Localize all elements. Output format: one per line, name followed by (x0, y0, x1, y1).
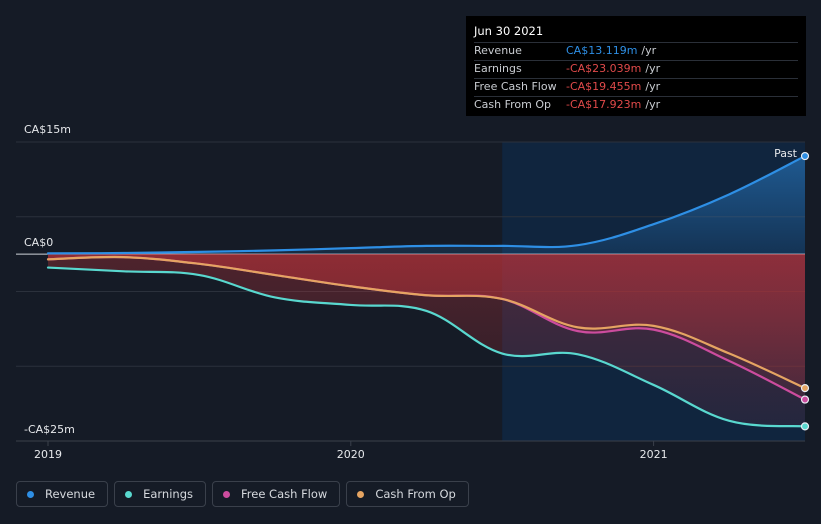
line-revenue (46, 154, 807, 255)
past-label: Past (774, 147, 798, 160)
legend: Revenue Earnings Free Cash Flow Cash Fro… (16, 481, 469, 507)
tooltip-row-free-cash-flow: Free Cash Flow -CA$19.455m /yr (474, 78, 798, 96)
y-axis-label: -CA$25m (24, 423, 75, 436)
area-cash_from_op (48, 254, 805, 389)
tooltip-unit: /yr (641, 44, 657, 57)
tooltip-unit: /yr (645, 62, 661, 75)
legend-label: Earnings (143, 487, 193, 501)
y-axis-label: CA$15m (24, 123, 71, 136)
tooltip-row-revenue: Revenue CA$13.119m /yr (474, 42, 798, 60)
x-tick-label: 2020 (337, 448, 365, 461)
tooltip-label: Free Cash Flow (474, 80, 557, 93)
legend-dot-icon (357, 490, 365, 498)
legend-dot-icon (223, 490, 230, 498)
legend-item-revenue[interactable]: Revenue (16, 481, 109, 507)
tooltip-label: Revenue (474, 44, 522, 57)
tooltip: Jun 30 2021 Revenue CA$13.119m /yr Earni… (466, 16, 806, 116)
x-tick-label: 2019 (34, 448, 62, 461)
tooltip-date: Jun 30 2021 (474, 24, 544, 38)
tooltip-unit: /yr (645, 80, 661, 93)
point-earnings (800, 422, 810, 431)
tooltip-value: CA$13.119m (566, 44, 638, 57)
legend-item-earnings[interactable]: Earnings (114, 481, 206, 507)
tooltip-unit: /yr (645, 98, 661, 111)
tooltip-value: -CA$23.039m (566, 62, 642, 75)
line-cash_from_op (46, 255, 807, 390)
legend-label: Revenue (45, 487, 96, 501)
legend-item-free-cash-flow[interactable]: Free Cash Flow (212, 481, 341, 507)
legend-dot-icon (27, 490, 34, 498)
tooltip-value: -CA$17.923m (566, 98, 642, 111)
legend-item-cash-from-op[interactable]: Cash From Op (346, 481, 469, 507)
tooltip-value: -CA$19.455m (566, 80, 642, 93)
point-free_cash_flow (800, 395, 810, 404)
line-earnings (46, 266, 807, 428)
tooltip-row-cash-from-op: Cash From Op -CA$17.923m /yr (474, 96, 798, 114)
legend-label: Cash From Op (375, 487, 456, 501)
tooltip-label: Cash From Op (474, 98, 552, 111)
area-revenue (48, 156, 805, 255)
tooltip-row-earnings: Earnings -CA$23.039m /yr (474, 60, 798, 78)
tooltip-label: Earnings (474, 62, 522, 75)
point-cash_from_op (800, 383, 810, 393)
x-tick-label: 2021 (640, 448, 668, 461)
legend-dot-icon (125, 490, 133, 498)
legend-label: Free Cash Flow (241, 487, 328, 501)
y-axis-label: CA$0 (24, 236, 53, 249)
point-revenue (800, 151, 810, 161)
